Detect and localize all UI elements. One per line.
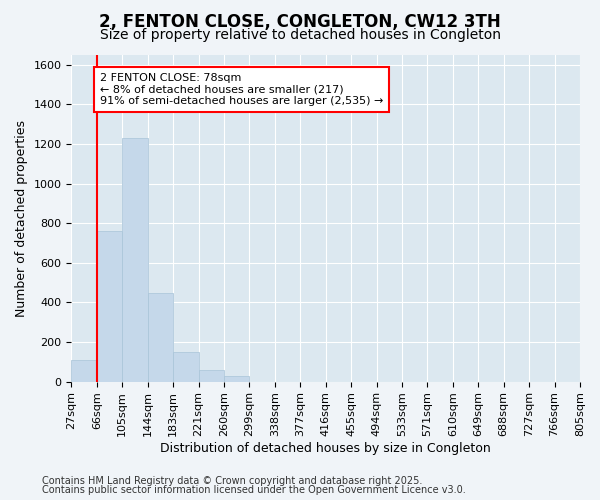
Bar xyxy=(199,370,224,382)
Text: Contains HM Land Registry data © Crown copyright and database right 2025.: Contains HM Land Registry data © Crown c… xyxy=(42,476,422,486)
Bar xyxy=(71,360,97,382)
Text: 2 FENTON CLOSE: 78sqm
← 8% of detached houses are smaller (217)
91% of semi-deta: 2 FENTON CLOSE: 78sqm ← 8% of detached h… xyxy=(100,73,383,106)
Bar xyxy=(122,138,148,382)
Text: 2, FENTON CLOSE, CONGLETON, CW12 3TH: 2, FENTON CLOSE, CONGLETON, CW12 3TH xyxy=(99,12,501,30)
Y-axis label: Number of detached properties: Number of detached properties xyxy=(15,120,28,317)
Bar xyxy=(173,352,199,382)
Text: Size of property relative to detached houses in Congleton: Size of property relative to detached ho… xyxy=(100,28,500,42)
Bar xyxy=(97,231,122,382)
Bar xyxy=(224,376,250,382)
Text: Contains public sector information licensed under the Open Government Licence v3: Contains public sector information licen… xyxy=(42,485,466,495)
Bar xyxy=(148,292,173,382)
X-axis label: Distribution of detached houses by size in Congleton: Distribution of detached houses by size … xyxy=(160,442,491,455)
